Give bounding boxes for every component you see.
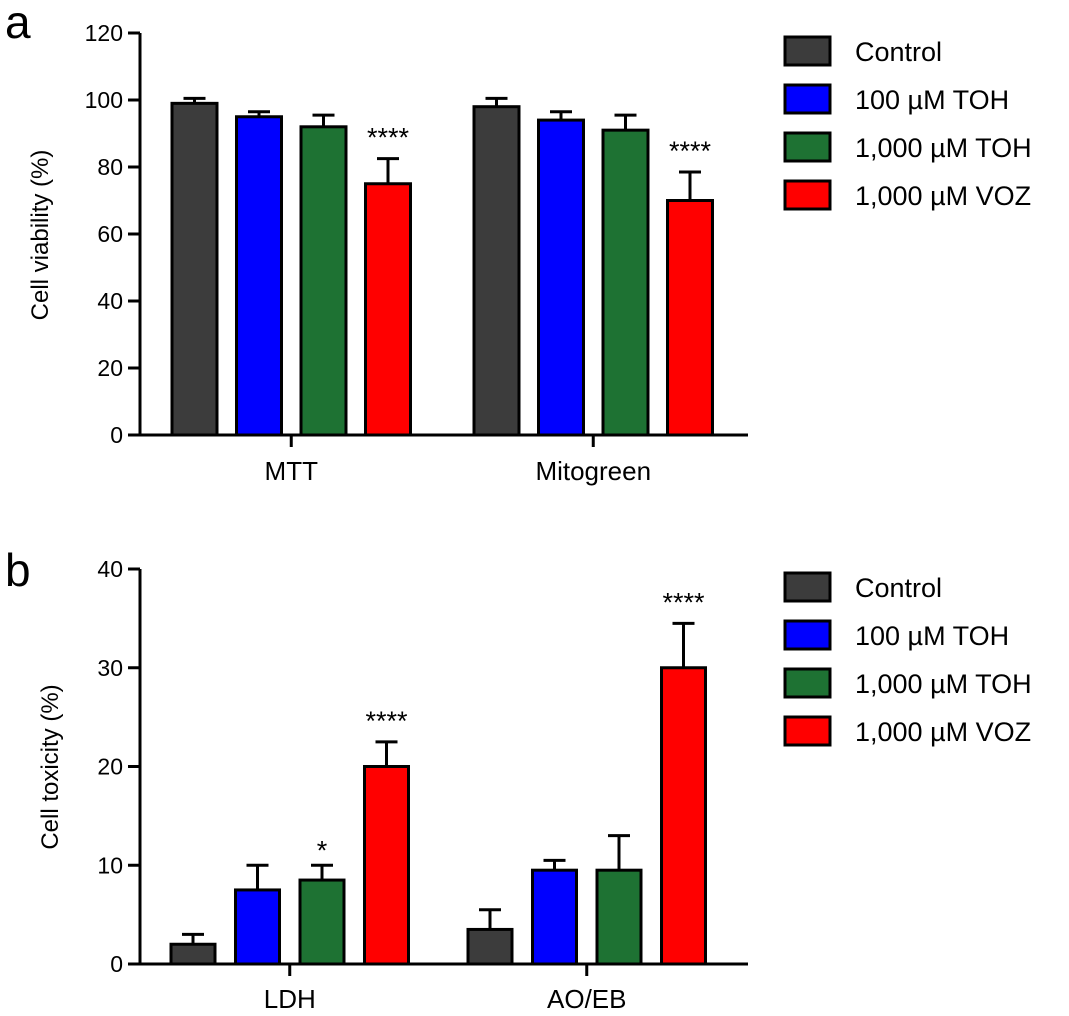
panel-b-legend-swatch — [783, 667, 832, 699]
panel-a-legend: Control 100 µM TOH 1,000 µM TOH 1,000 µM VO… — [783, 35, 1032, 211]
panel-a-significance-label: **** — [367, 123, 410, 153]
panel-a-legend-swatch — [783, 35, 832, 67]
panel-b-bar — [234, 888, 281, 966]
panel-a-bars: **** **** — [170, 96, 714, 437]
panel-a-bar — [235, 115, 283, 437]
panel-b-bar — [531, 868, 578, 966]
panel-a-legend-swatch — [783, 179, 832, 211]
panel-a-bar — [170, 101, 219, 437]
panel-b-bars: ********* — [169, 587, 707, 966]
panel-b-significance-label: * — [317, 835, 328, 865]
panel-a-bar — [364, 182, 412, 437]
panel-b-significance-label: **** — [365, 706, 408, 736]
panel-b-legend-swatch — [783, 619, 832, 651]
panel-b-legend-swatch — [783, 715, 832, 747]
panel-a-bar — [299, 125, 348, 437]
panel-a-y-axis-title: Cell viability (%) — [27, 150, 54, 321]
panel-b-legend-label: 1,000 µM VOZ — [855, 717, 1031, 747]
panel-a-category-label: MTT — [265, 456, 319, 486]
panel-b-y-tick-label: 0 — [110, 951, 123, 977]
panel-b-bar — [595, 868, 643, 966]
panel-a-legend-label: 1,000 µM TOH — [855, 133, 1032, 163]
panel-b-legend-swatch — [783, 571, 832, 603]
panel-a-y-tick-label: 80 — [97, 154, 123, 180]
panel-b-legend-label: 1,000 µM TOH — [855, 669, 1032, 699]
panel-a-bar — [472, 105, 521, 437]
panel-b-legend-label: Control — [855, 573, 942, 603]
panel-b-y-tick-label: 10 — [97, 852, 123, 878]
panel-b-bar — [363, 765, 410, 966]
panel-a-legend-swatch — [783, 83, 832, 115]
panel-a-chart: a Cell viability (%) 0 20 40 60 80 100 120 MTT M… — [5, 0, 1032, 486]
panel-a-legend-label: 1,000 µM VOZ — [855, 181, 1031, 211]
panel-b-letter: b — [5, 544, 31, 596]
panel-b-y-tick-label: 20 — [97, 754, 123, 780]
panel-b-bar — [660, 666, 707, 966]
panel-a-bar — [666, 199, 714, 437]
panel-a-significance-label: **** — [669, 136, 712, 166]
panel-b-y-tick-label: 40 — [97, 556, 123, 582]
panel-a-y-tick-label: 100 — [85, 87, 123, 113]
panel-b-category-label: LDH — [264, 984, 316, 1014]
panel-a-legend-label: Control — [855, 37, 942, 67]
panel-a-category-label: Mitogreen — [535, 456, 651, 486]
panel-b-bar — [298, 878, 346, 966]
panel-a-y-tick-label: 40 — [97, 288, 123, 314]
panel-a-bar — [601, 128, 650, 437]
panel-b-y-axis-title: Cell toxicity (%) — [37, 684, 64, 849]
panel-a-legend-swatch — [783, 131, 832, 163]
panel-a-legend-label: 100 µM TOH — [855, 85, 1009, 115]
panel-b-bar — [169, 942, 217, 966]
panel-a-y-tick-label: 60 — [97, 221, 123, 247]
panel-b-bar — [466, 927, 514, 966]
panel-a-y-tick-label: 120 — [85, 20, 123, 46]
panel-b-legend-label: 100 µM TOH — [855, 621, 1009, 651]
panel-a-bar — [537, 118, 585, 437]
panel-a-letter: a — [5, 0, 31, 48]
panel-b-category-label: AO/EB — [547, 984, 626, 1014]
panel-b-significance-label: **** — [662, 587, 705, 617]
panel-b-legend: Control 100 µM TOH 1,000 µM TOH 1,000 µM VO… — [783, 571, 1032, 747]
panel-a-y-tick-label: 0 — [110, 422, 123, 448]
panel-a-y-tick-label: 20 — [97, 355, 123, 381]
panel-b-y-tick-label: 30 — [97, 655, 123, 681]
